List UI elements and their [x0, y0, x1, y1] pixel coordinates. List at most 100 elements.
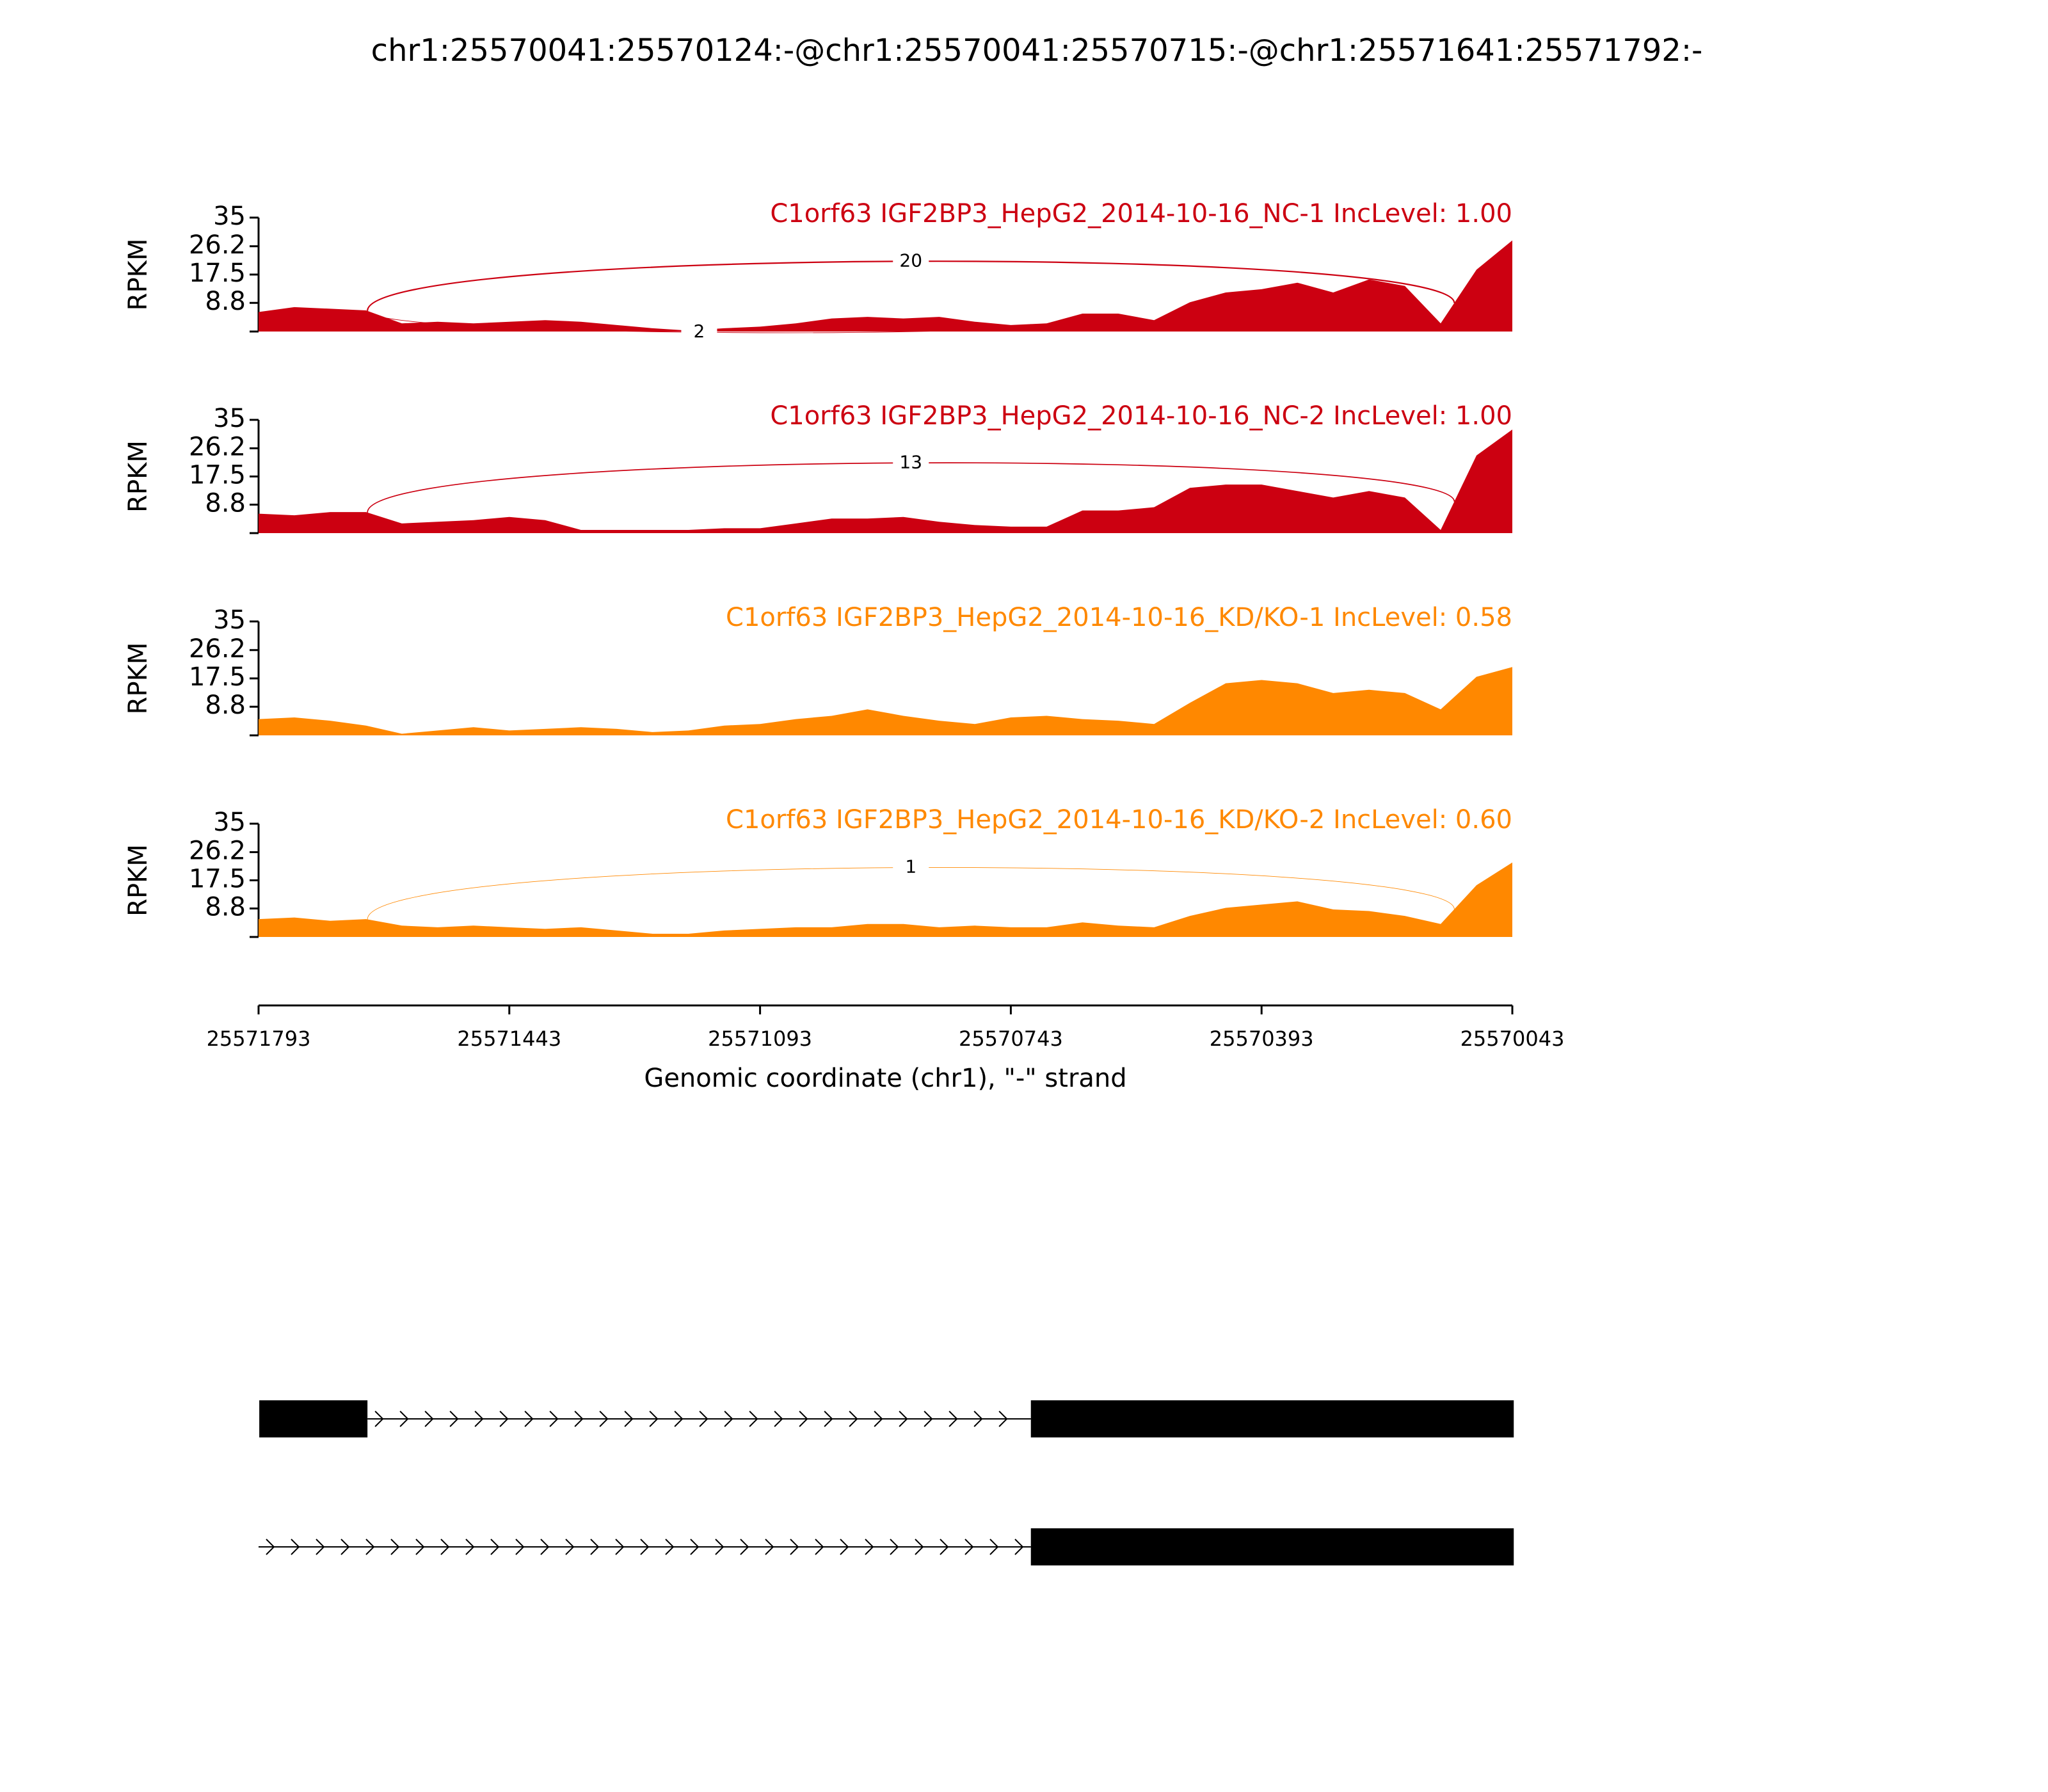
- strand-chevron: [899, 1411, 908, 1427]
- strand-chevron: [964, 1539, 974, 1555]
- strand-chevron: [549, 1411, 559, 1427]
- strand-chevron: [674, 1411, 684, 1427]
- strand-chevron: [989, 1539, 999, 1555]
- strand-chevron: [565, 1539, 575, 1555]
- strand-chevron: [790, 1539, 799, 1555]
- strand-chevron: [665, 1539, 675, 1555]
- y-tick-label: 26.2: [189, 836, 246, 866]
- x-tick-label: 25570743: [959, 1027, 1063, 1051]
- strand-chevron: [749, 1411, 758, 1427]
- coverage-area: [259, 429, 1512, 533]
- strand-chevron: [449, 1411, 459, 1427]
- strand-chevron: [948, 1411, 958, 1427]
- strand-chevron: [524, 1411, 534, 1427]
- y-axis-label: RPKM: [124, 844, 153, 916]
- strand-chevron: [649, 1411, 659, 1427]
- exon: [1030, 1400, 1514, 1437]
- strand-chevron: [815, 1539, 824, 1555]
- track-title: C1orf63 IGF2BP3_HepG2_2014-10-16_KD/KO-2…: [726, 805, 1512, 835]
- strand-chevron: [399, 1411, 409, 1427]
- strand-chevron: [340, 1539, 350, 1555]
- strand-chevron: [1014, 1539, 1024, 1555]
- y-tick-label: 8.8: [205, 488, 246, 518]
- y-axis-label: RPKM: [124, 440, 153, 513]
- junction-label-bg: [893, 250, 929, 273]
- strand-chevron: [440, 1539, 450, 1555]
- strand-chevron: [740, 1539, 749, 1555]
- y-tick-label: 17.5: [189, 662, 246, 692]
- strand-chevron: [865, 1539, 874, 1555]
- junction-count: 13: [899, 451, 922, 472]
- strand-chevron: [724, 1411, 733, 1427]
- strand-chevron: [574, 1411, 584, 1427]
- strand-chevron: [874, 1411, 883, 1427]
- y-axis-label: RPKM: [124, 643, 153, 715]
- junction-count: 1: [905, 856, 916, 877]
- y-tick-label: 35: [213, 808, 246, 837]
- strand-chevron: [624, 1411, 634, 1427]
- y-tick-label: 17.5: [189, 865, 246, 894]
- strand-chevron: [390, 1539, 400, 1555]
- strand-chevron: [490, 1539, 500, 1555]
- junction-count: 20: [899, 250, 922, 271]
- x-axis-label: Genomic coordinate (chr1), "-" strand: [644, 1064, 1126, 1093]
- coverage-area: [259, 240, 1512, 332]
- strand-chevron: [424, 1411, 434, 1427]
- y-tick-label: 35: [213, 404, 246, 433]
- y-tick-label: 26.2: [189, 230, 246, 260]
- track-title: C1orf63 IGF2BP3_HepG2_2014-10-16_NC-1 In…: [770, 199, 1512, 228]
- y-tick-label: 17.5: [189, 259, 246, 288]
- strand-chevron: [465, 1539, 475, 1555]
- coverage-area: [259, 667, 1512, 735]
- strand-chevron: [924, 1411, 933, 1427]
- x-tick-label: 25570043: [1460, 1027, 1565, 1051]
- strand-chevron: [998, 1411, 1008, 1427]
- junction-count: 2: [694, 321, 705, 342]
- strand-chevron: [291, 1539, 300, 1555]
- strand-chevron: [840, 1539, 849, 1555]
- strand-chevron: [915, 1539, 924, 1555]
- strand-chevron: [940, 1539, 949, 1555]
- strand-chevron: [615, 1539, 625, 1555]
- strand-chevron: [599, 1411, 609, 1427]
- junction-label-bg: [681, 321, 717, 344]
- strand-chevron: [640, 1539, 650, 1555]
- strand-chevron: [365, 1539, 375, 1555]
- y-tick-label: 35: [213, 605, 246, 635]
- junction-label-bg: [893, 856, 929, 879]
- strand-chevron: [699, 1411, 708, 1427]
- strand-chevron: [515, 1539, 525, 1555]
- strand-chevron: [690, 1539, 700, 1555]
- x-tick-label: 25571793: [207, 1027, 311, 1051]
- x-tick-label: 25571443: [457, 1027, 561, 1051]
- exon: [259, 1400, 368, 1437]
- strand-chevron: [890, 1539, 899, 1555]
- strand-chevron: [316, 1539, 325, 1555]
- strand-chevron: [374, 1411, 384, 1427]
- track-title: C1orf63 IGF2BP3_HepG2_2014-10-16_KD/KO-1…: [726, 603, 1512, 632]
- strand-chevron: [765, 1539, 774, 1555]
- strand-chevron: [590, 1539, 600, 1555]
- y-tick-label: 8.8: [205, 691, 246, 720]
- strand-chevron: [824, 1411, 833, 1427]
- strand-chevron: [474, 1411, 484, 1427]
- coverage-area: [259, 862, 1512, 937]
- strand-chevron: [774, 1411, 783, 1427]
- plot-title: chr1:25570041:25570124:-@chr1:25570041:2…: [371, 33, 1703, 68]
- x-tick-label: 25570393: [1210, 1027, 1314, 1051]
- strand-chevron: [266, 1539, 275, 1555]
- strand-chevron: [415, 1539, 425, 1555]
- y-tick-label: 8.8: [205, 287, 246, 316]
- junction-label-bg: [893, 451, 929, 475]
- strand-chevron: [799, 1411, 808, 1427]
- y-tick-label: 35: [213, 202, 246, 231]
- strand-chevron: [849, 1411, 858, 1427]
- y-axis-label: RPKM: [124, 239, 153, 311]
- y-tick-label: 8.8: [205, 892, 246, 922]
- strand-chevron: [973, 1411, 983, 1427]
- exon: [1030, 1528, 1514, 1565]
- strand-chevron: [499, 1411, 509, 1427]
- track-title: C1orf63 IGF2BP3_HepG2_2014-10-16_NC-2 In…: [770, 401, 1512, 431]
- x-tick-label: 25571093: [708, 1027, 812, 1051]
